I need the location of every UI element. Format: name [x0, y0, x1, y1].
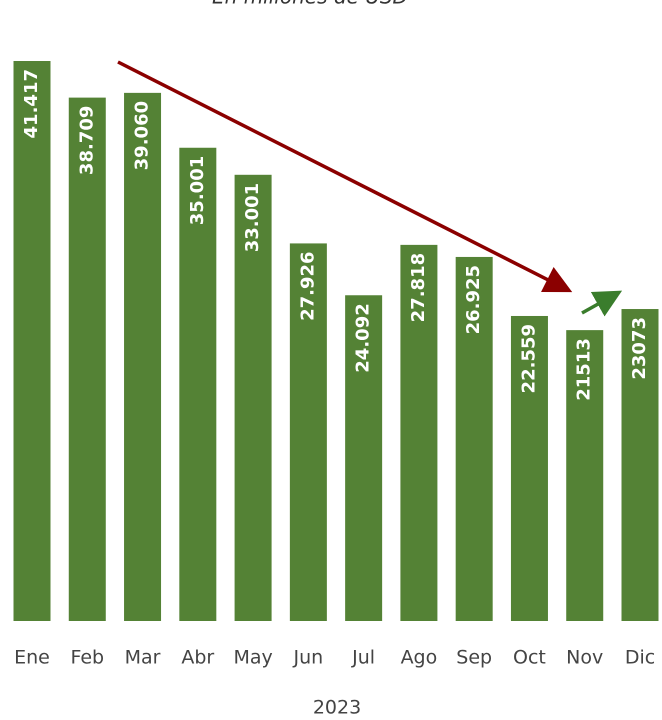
bar [234, 174, 272, 621]
bar [400, 244, 438, 622]
x-tick-label: Mar [125, 647, 161, 669]
bar [289, 243, 327, 621]
value-label: 39.060 [132, 101, 153, 170]
value-label: 33.001 [242, 183, 263, 252]
trend-arrow [581, 290, 623, 317]
x-tick-label: May [233, 647, 272, 669]
x-tick-label: Ago [401, 647, 438, 669]
value-label: 21513 [574, 338, 595, 401]
value-label: 23073 [629, 317, 650, 380]
value-label: 22.559 [518, 324, 539, 393]
bar [621, 309, 659, 621]
x-tick-label: Feb [70, 647, 104, 669]
value-label: 41.417 [21, 69, 42, 138]
x-tick-label: Abr [181, 647, 214, 669]
subtitle: En millones de USD [212, 0, 408, 9]
x-tick-label: Jul [351, 647, 375, 669]
bar [510, 315, 548, 621]
x-tick-label: Ene [14, 647, 50, 669]
value-label: 38.709 [76, 106, 97, 175]
bar [13, 61, 51, 621]
x-tick-label: Nov [566, 647, 603, 669]
x-axis-label: 2023 [313, 697, 361, 719]
x-tick-label: Sep [456, 647, 492, 669]
bar [455, 256, 493, 621]
bar [124, 92, 162, 622]
x-tick-label: Jun [293, 647, 324, 669]
x-tick-label: Oct [513, 647, 546, 669]
value-label: 27.818 [408, 253, 429, 322]
bar [345, 295, 383, 621]
trend-arrow [117, 60, 573, 293]
bar [68, 97, 106, 621]
value-label: 26.925 [463, 265, 484, 334]
value-label: 35.001 [187, 156, 208, 225]
bar [179, 147, 217, 621]
x-tick-label: Dic [625, 647, 655, 669]
value-label: 27.926 [297, 251, 318, 320]
bar [566, 330, 604, 621]
value-label: 24.092 [353, 303, 374, 372]
